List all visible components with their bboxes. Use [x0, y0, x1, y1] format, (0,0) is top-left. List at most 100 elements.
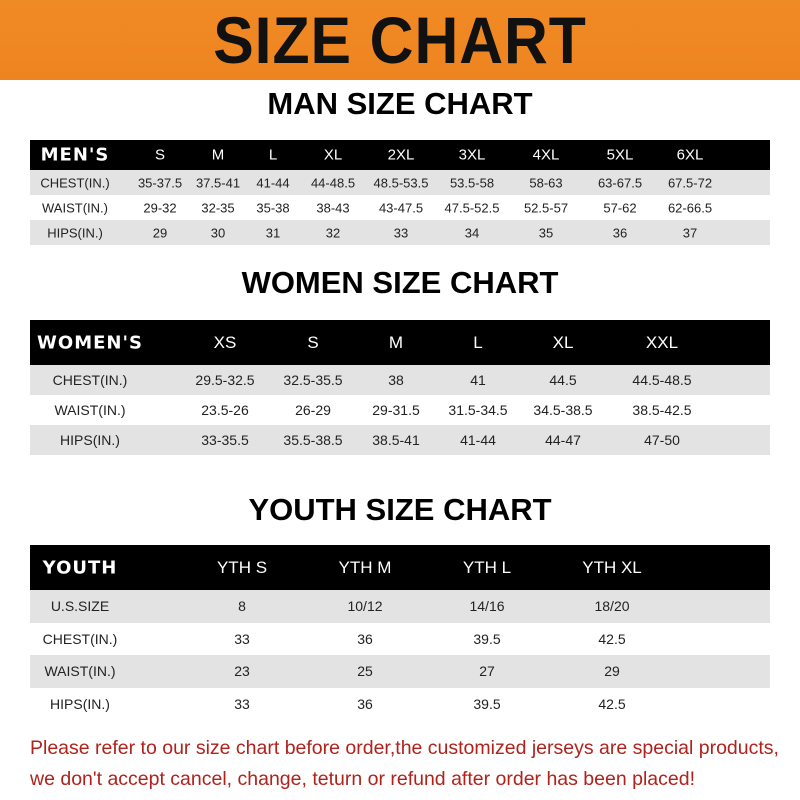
men-title: MAN SIZE CHART [267, 86, 533, 121]
table-cell: 38.5-41 [372, 432, 420, 448]
table-cell: 31 [265, 225, 281, 240]
table-cell: 44.5-48.5 [632, 372, 692, 388]
banner: SIZE CHART [0, 0, 800, 80]
men-size-table: MEN'S S M L XL 2XL 3XL 4XL 5XL 6XL CHEST(IN.) 35-37… [30, 140, 770, 245]
table-cell: 33 [234, 630, 250, 647]
youth-title: YOUTH SIZE CHART [248, 492, 552, 527]
size-header: YTH M [338, 557, 392, 577]
table-cell: 23.5-26 [201, 402, 249, 418]
table-cell: 32-35 [201, 200, 235, 215]
table-cell: 30 [210, 225, 226, 240]
row-label: U.S.SIZE [50, 598, 110, 615]
table-cell: 41-44 [256, 175, 290, 190]
size-header: YTH S [216, 557, 268, 577]
size-header: 4XL [532, 146, 560, 164]
table-corner-label: WOMEN'S [37, 332, 143, 353]
table-cell: 14/16 [469, 598, 505, 615]
table-cell: 57-62 [603, 200, 637, 215]
table-corner-label: YOUTH [42, 557, 118, 578]
size-header: S [154, 146, 166, 164]
table-cell: 41 [470, 372, 486, 388]
table-row: WAIST(IN.) 29-32 32-35 35-38 38-43 43-47.5 47.… [30, 195, 770, 220]
row-label: CHEST(IN.) [52, 372, 128, 388]
table-cell: 35.5-38.5 [283, 432, 343, 448]
table-cell: 34.5-38.5 [533, 402, 593, 418]
row-label: HIPS(IN.) [47, 225, 103, 240]
table-cell: 32.5-35.5 [283, 372, 343, 388]
table-cell: 47.5-52.5 [444, 200, 500, 215]
table-cell: 36 [357, 695, 373, 712]
table-cell: 35-37.5 [137, 175, 183, 190]
table-cell: 35 [538, 225, 554, 240]
table-cell: 36 [612, 225, 628, 240]
table-cell: 26-29 [295, 402, 331, 418]
row-label: WAIST(IN.) [44, 663, 116, 680]
notice: Please refer to our size chart before or… [30, 733, 790, 795]
size-header: 5XL [606, 146, 634, 164]
table-row: U.S.SIZE 8 10/12 14/16 18/20 [30, 590, 770, 623]
size-header: M [388, 332, 404, 352]
notice-line-2: we don't accept cancel, change, teturn o… [30, 768, 695, 790]
notice-line-1: Please refer to our size chart before or… [30, 737, 779, 759]
table-cell: 39.5 [473, 695, 501, 712]
header-row: YOUTH YTH S YTH M YTH L YTH XL [30, 545, 770, 590]
table-cell: 18/20 [594, 598, 630, 615]
table-cell: 36 [357, 630, 373, 647]
table-cell: 29-31.5 [372, 402, 420, 418]
table-cell: 33 [234, 695, 250, 712]
size-header: XS [213, 332, 237, 352]
table-cell: 41-44 [460, 432, 496, 448]
women-size-table: WOMEN'S XS S M L XL XXL CHEST(IN.) 29.5-32.5 32.5… [30, 320, 770, 455]
size-header: 2XL [387, 146, 415, 164]
table-row: HIPS(IN.) 33-35.5 35.5-38.5 38.5-41 41-44 44-… [30, 425, 770, 455]
table-row: HIPS(IN.) 29 30 31 32 33 34 35 36 37 [30, 220, 770, 245]
table-cell: 33-35.5 [201, 432, 249, 448]
row-label: CHEST(IN.) [40, 175, 110, 190]
table-cell: 34 [464, 225, 480, 240]
table-row: CHEST(IN.) 29.5-32.5 32.5-35.5 38 41 44.5 44.5… [30, 365, 770, 395]
size-header: YTH XL [582, 557, 642, 577]
table-cell: 52.5-57 [523, 200, 569, 215]
table-cell: 29 [604, 663, 620, 680]
table-cell: 42.5 [598, 630, 626, 647]
table-cell: 44.5 [549, 372, 577, 388]
table-row: WAIST(IN.) 23 25 27 29 [30, 655, 770, 688]
header-row: WOMEN'S XS S M L XL XXL [30, 320, 770, 365]
table-cell: 29 [152, 225, 168, 240]
size-header: 6XL [676, 146, 704, 164]
row-label: WAIST(IN.) [42, 200, 108, 215]
table-cell: 37.5-41 [195, 175, 241, 190]
table-cell: 38-43 [316, 200, 350, 215]
row-label: HIPS(IN.) [50, 695, 110, 712]
size-header: L [268, 146, 278, 164]
table-cell: 38 [388, 372, 404, 388]
table-row: CHEST(IN.) 35-37.5 37.5-41 41-44 44-48.5 48.5… [30, 170, 770, 195]
size-header: S [307, 332, 319, 352]
table-cell: 63-67.5 [597, 175, 643, 190]
banner-title: SIZE CHART [213, 3, 587, 77]
size-header: XL [323, 146, 343, 164]
table-cell: 39.5 [473, 630, 501, 647]
table-cell: 62-66.5 [667, 200, 713, 215]
size-header: 3XL [458, 146, 486, 164]
table-cell: 58-63 [529, 175, 563, 190]
table-cell: 44-47 [545, 432, 581, 448]
table-cell: 37 [682, 225, 698, 240]
table-cell: 25 [357, 663, 373, 680]
size-header: YTH L [462, 557, 512, 577]
table-cell: 23 [234, 663, 250, 680]
table-cell: 8 [238, 598, 246, 615]
table-row: WAIST(IN.) 23.5-26 26-29 29-31.5 31.5-34.5 34… [30, 395, 770, 425]
women-title: WOMEN SIZE CHART [241, 265, 559, 300]
table-row: CHEST(IN.) 33 36 39.5 42.5 [30, 623, 770, 656]
table-row: HIPS(IN.) 33 36 39.5 42.5 [30, 688, 770, 721]
table-cell: 29.5-32.5 [195, 372, 255, 388]
row-label: WAIST(IN.) [54, 402, 126, 418]
table-cell: 29-32 [143, 200, 177, 215]
table-cell: 27 [479, 663, 495, 680]
table-cell: 67.5-72 [667, 175, 713, 190]
table-corner-label: MEN'S [40, 144, 110, 166]
header-row: MEN'S S M L XL 2XL 3XL 4XL 5XL 6XL [30, 140, 770, 170]
table-cell: 38.5-42.5 [632, 402, 692, 418]
table-cell: 32 [325, 225, 341, 240]
